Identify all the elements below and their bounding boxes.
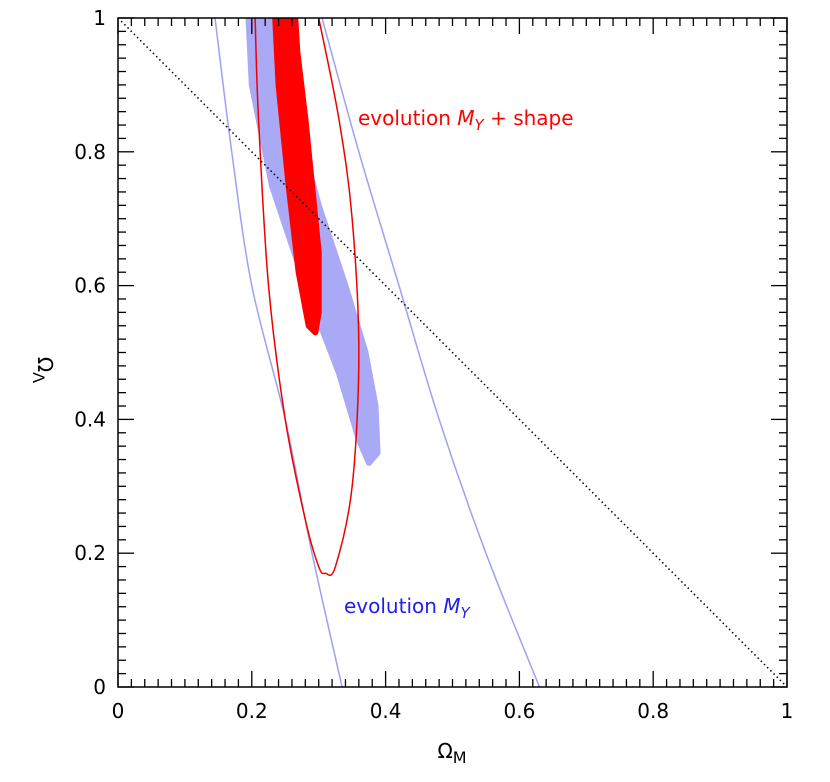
y-label-sub: Λ	[29, 372, 48, 383]
annotation-var: M	[457, 106, 474, 130]
contour-line	[254, 18, 360, 577]
x-axis-label: ΩM	[437, 739, 466, 767]
annotation: evolution MY + shape	[358, 106, 574, 134]
annotation: evolution MY	[344, 594, 472, 622]
y-tick-label: 0.8	[74, 140, 106, 164]
x-label-sub: M	[453, 748, 467, 767]
annotation-var: M	[443, 594, 460, 618]
contour-line	[118, 18, 787, 687]
x-tick-label: 0.4	[370, 699, 402, 723]
y-tick-label: 0.2	[74, 541, 106, 565]
y-tick-label: 0.6	[74, 274, 106, 298]
annotation-sub: Y	[475, 116, 486, 134]
contour-line	[321, 18, 541, 687]
annotation-text: evolution	[344, 594, 443, 618]
contour-line	[214, 18, 343, 687]
y-tick-label: 1	[93, 6, 106, 30]
plot-area	[118, 18, 787, 687]
x-tick-label: 0.8	[637, 699, 669, 723]
y-axis-label: ΩΛ	[29, 357, 57, 383]
x-tick-label: 1	[781, 699, 794, 723]
annotation-rest: + shape	[484, 106, 574, 130]
annotation-text: evolution	[358, 106, 457, 130]
x-tick-label: 0	[112, 699, 125, 723]
y-label-main: Ω	[33, 357, 57, 372]
x-tick-label: 0.2	[236, 699, 268, 723]
annotation-sub: Y	[461, 604, 472, 622]
x-label-main: Ω	[437, 739, 452, 763]
confidence-region	[272, 18, 322, 336]
x-tick-label: 0.6	[503, 699, 535, 723]
y-tick-label: 0	[93, 675, 106, 699]
y-tick-label: 0.4	[74, 407, 106, 431]
